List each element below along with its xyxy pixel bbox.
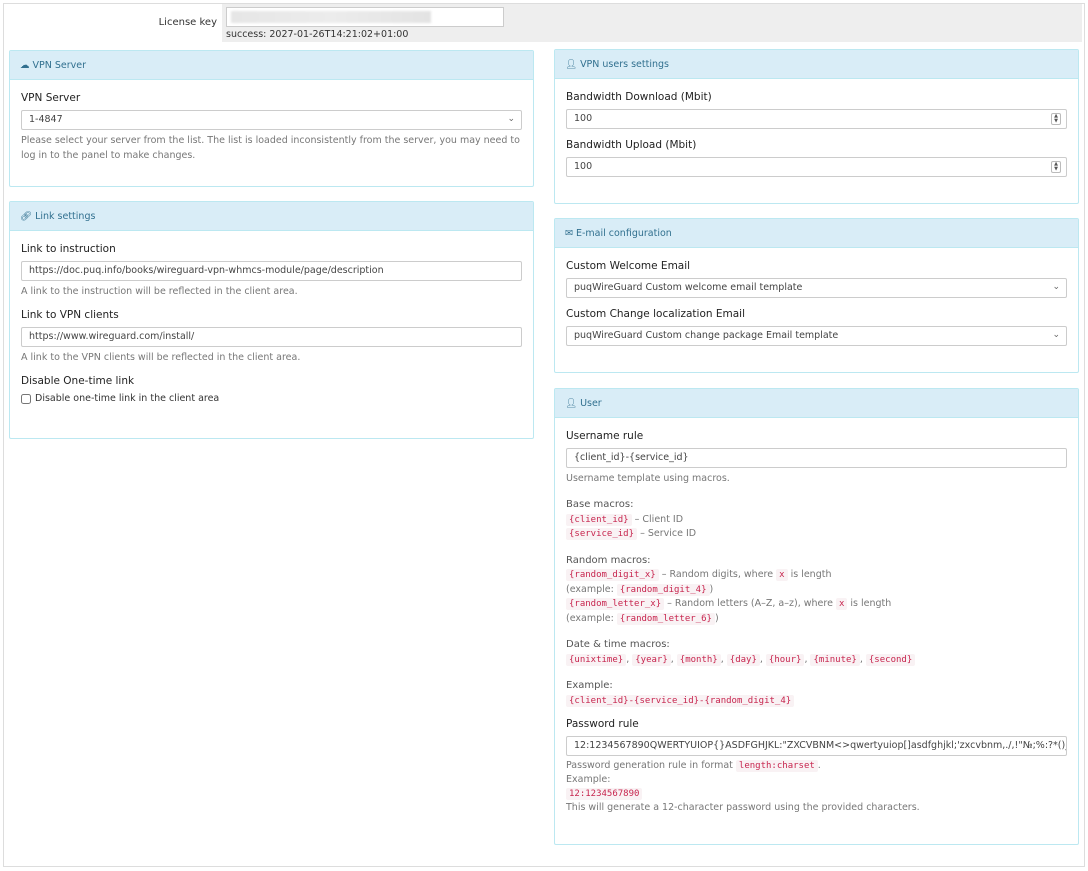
clients-link-input[interactable]: https://www.wireguard.com/install/ [21, 327, 522, 347]
vpn-server-help: Please select your server from the list.… [21, 135, 520, 161]
onetime-option[interactable]: Disable one-time link in the client area [21, 393, 522, 404]
password-help: Password generation rule in format lengt… [566, 760, 920, 813]
link-icon: 🔗︎ [20, 210, 33, 222]
link-settings-panel: 🔗︎ Link settings Link to instruction http… [9, 201, 534, 439]
chevron-down-icon: ⌄ [507, 114, 515, 124]
panel-title: E-mail configuration [575, 227, 672, 239]
password-rule-input[interactable]: 12:1234567890QWERTYUIOP{}ASDFGHJKL:"ZXCV… [566, 736, 1067, 756]
download-input[interactable]: 100 ▲ ▼ [566, 109, 1067, 129]
username-rule-input[interactable]: {client_id}-{service_id} [566, 448, 1067, 468]
clients-label: Link to VPN clients [21, 309, 119, 321]
vpn-server-panel: ☁ VPN Server VPN Server 1-4847 ⌄ Please se… [9, 50, 534, 187]
password-label: Password rule [566, 718, 639, 730]
license-key-input[interactable] [226, 7, 504, 27]
onetime-checkbox[interactable] [21, 393, 31, 404]
cloud-icon: ☁ [20, 59, 30, 71]
panel-title: Link settings [35, 210, 96, 222]
vpn-users-panel: 👤︎ VPN users settings Bandwidth Download … [554, 49, 1079, 204]
spinner-icon[interactable]: ▲ ▼ [1051, 113, 1061, 125]
instruction-help: A link to the instruction will be reflec… [21, 286, 298, 297]
spinner-icon[interactable]: ▲ ▼ [1051, 161, 1061, 173]
user-panel: 👤︎ User Username rule {client_id}-{servic… [554, 388, 1079, 845]
clients-help: A link to the VPN clients will be reflec… [21, 352, 301, 363]
module-settings [3, 3, 1085, 867]
change-email-label: Custom Change localization Email [566, 308, 746, 320]
panel-title: User [580, 397, 602, 409]
username-help: Username template using macros. [566, 473, 730, 484]
user-icon: 👤︎ [565, 397, 578, 409]
random-macros: Random macros: {random_digit_x} – Random… [566, 554, 892, 625]
upload-input[interactable]: 100 ▲ ▼ [566, 157, 1067, 177]
license-status: success: 2027-01-26T14:21:02+01:00 [226, 29, 409, 40]
instruction-label: Link to instruction [21, 243, 116, 255]
panel-title: VPN Server [32, 59, 87, 71]
license-key-area: success: 2027-01-26T14:21:02+01:00 [222, 4, 1082, 42]
username-label: Username rule [566, 430, 644, 442]
license-key-label: License key [158, 17, 217, 28]
change-email-select[interactable]: puqWireGuard Custom change package Email… [566, 326, 1067, 346]
datetime-macros: Date & time macros: {unixtime}, {year}, … [566, 638, 1067, 667]
email-panel: ✉ E-mail configuration Custom Welcome Ema… [554, 218, 1079, 373]
vpn-server-label: VPN Server [21, 92, 81, 104]
instruction-link-input[interactable]: https://doc.puq.info/books/wireguard-vpn… [21, 261, 522, 281]
upload-label: Bandwidth Upload (Mbit) [566, 139, 697, 151]
welcome-email-select[interactable]: puqWireGuard Custom welcome email templa… [566, 278, 1067, 298]
example-macros: Example: {client_id}-{service_id}-{rando… [566, 679, 1067, 708]
base-macros: Base macros: {client_id} – Client ID {se… [566, 499, 697, 540]
user-icon: 👤︎ [565, 58, 578, 70]
onetime-label: Disable One-time link [21, 375, 135, 387]
chevron-down-icon: ⌄ [1052, 330, 1060, 340]
chevron-down-icon: ⌄ [1052, 282, 1060, 292]
vpn-server-select[interactable]: 1-4847 ⌄ [21, 110, 522, 130]
envelope-icon: ✉ [565, 227, 573, 239]
welcome-email-label: Custom Welcome Email [566, 260, 691, 272]
download-label: Bandwidth Download (Mbit) [566, 91, 712, 103]
panel-title: VPN users settings [580, 58, 669, 70]
